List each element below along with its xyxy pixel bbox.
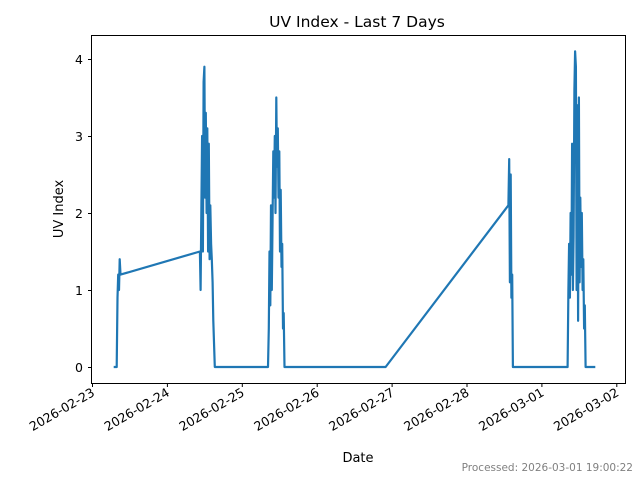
y-tick-label: 3 xyxy=(75,129,83,144)
y-tick-label: 1 xyxy=(75,283,83,298)
y-axis: 0 1 2 3 4 xyxy=(75,52,92,375)
x-tick-label: 2026-02-28 xyxy=(401,385,471,434)
y-tick-label: 2 xyxy=(75,206,83,221)
x-tick-label: 2026-02-23 xyxy=(27,385,97,434)
plot-frame xyxy=(91,35,626,384)
x-axis-label: Date xyxy=(342,451,373,466)
y-tick-label: 0 xyxy=(75,360,83,375)
x-tick-label: 2026-03-02 xyxy=(551,385,621,434)
x-tick-label: 2026-02-27 xyxy=(326,385,396,434)
y-axis-label: UV Index xyxy=(52,180,67,239)
chart-title: UV Index - Last 7 Days xyxy=(269,13,445,31)
x-tick-label: 2026-02-25 xyxy=(176,385,246,434)
uv-index-line xyxy=(113,50,596,369)
x-tick-label: 2026-02-26 xyxy=(251,385,321,434)
x-tick-label: 2026-03-01 xyxy=(476,385,546,434)
processed-timestamp: Processed: 2026-03-01 19:00:22 xyxy=(461,462,633,474)
x-tick-label: 2026-02-24 xyxy=(101,385,171,434)
y-tick-label: 4 xyxy=(75,52,83,67)
x-axis: 2026-02-23 2026-02-24 2026-02-25 2026-02-26… xyxy=(27,383,621,434)
